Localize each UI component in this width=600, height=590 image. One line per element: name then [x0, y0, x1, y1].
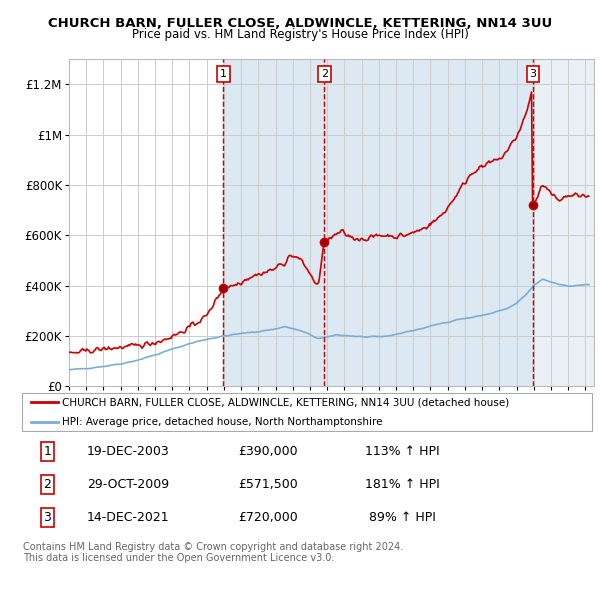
- Text: 181% ↑ HPI: 181% ↑ HPI: [365, 478, 440, 491]
- Text: £720,000: £720,000: [239, 511, 298, 524]
- Text: 3: 3: [530, 69, 536, 79]
- Bar: [324, 59, 533, 386]
- Text: Contains HM Land Registry data © Crown copyright and database right 2024.
This d: Contains HM Land Registry data © Crown c…: [23, 542, 403, 563]
- Text: £390,000: £390,000: [239, 445, 298, 458]
- Text: 29-OCT-2009: 29-OCT-2009: [87, 478, 169, 491]
- Text: 1: 1: [43, 445, 51, 458]
- Text: 89% ↑ HPI: 89% ↑ HPI: [365, 511, 436, 524]
- Bar: [223, 59, 324, 386]
- Text: 19-DEC-2003: 19-DEC-2003: [87, 445, 170, 458]
- Text: 14-DEC-2021: 14-DEC-2021: [87, 511, 170, 524]
- Text: CHURCH BARN, FULLER CLOSE, ALDWINCLE, KETTERING, NN14 3UU: CHURCH BARN, FULLER CLOSE, ALDWINCLE, KE…: [48, 17, 552, 30]
- Text: 2: 2: [321, 69, 328, 79]
- Text: Price paid vs. HM Land Registry's House Price Index (HPI): Price paid vs. HM Land Registry's House …: [131, 28, 469, 41]
- Text: CHURCH BARN, FULLER CLOSE, ALDWINCLE, KETTERING, NN14 3UU (detached house): CHURCH BARN, FULLER CLOSE, ALDWINCLE, KE…: [62, 397, 509, 407]
- Text: 113% ↑ HPI: 113% ↑ HPI: [365, 445, 439, 458]
- Text: £571,500: £571,500: [239, 478, 298, 491]
- Text: HPI: Average price, detached house, North Northamptonshire: HPI: Average price, detached house, Nort…: [62, 417, 383, 427]
- Text: 3: 3: [43, 511, 51, 524]
- Text: 1: 1: [220, 69, 227, 79]
- Text: 2: 2: [43, 478, 51, 491]
- Bar: [533, 59, 594, 386]
